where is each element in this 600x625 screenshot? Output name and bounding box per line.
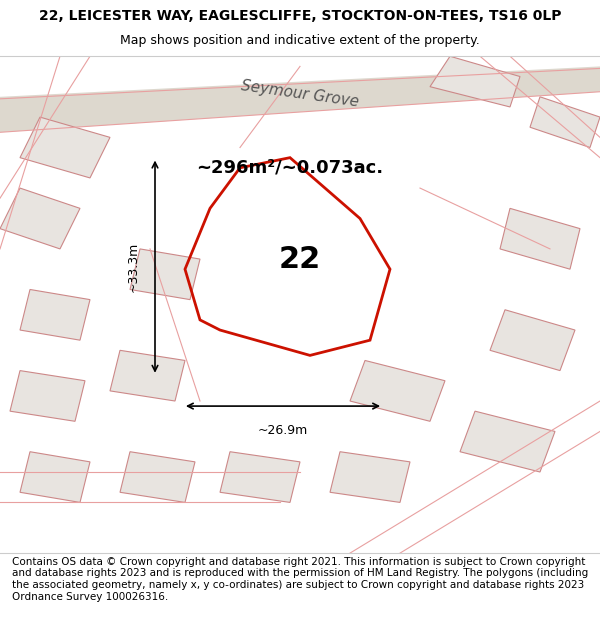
Polygon shape bbox=[500, 208, 580, 269]
Text: 22, LEICESTER WAY, EAGLESCLIFFE, STOCKTON-ON-TEES, TS16 0LP: 22, LEICESTER WAY, EAGLESCLIFFE, STOCKTO… bbox=[39, 9, 561, 22]
Polygon shape bbox=[20, 289, 90, 340]
Polygon shape bbox=[20, 452, 90, 503]
Polygon shape bbox=[130, 249, 200, 299]
Polygon shape bbox=[350, 361, 445, 421]
Text: Map shows position and indicative extent of the property.: Map shows position and indicative extent… bbox=[120, 34, 480, 47]
Polygon shape bbox=[110, 351, 185, 401]
Polygon shape bbox=[460, 411, 555, 472]
Text: Contains OS data © Crown copyright and database right 2021. This information is : Contains OS data © Crown copyright and d… bbox=[12, 557, 588, 601]
Polygon shape bbox=[490, 310, 575, 371]
Polygon shape bbox=[0, 66, 600, 132]
Polygon shape bbox=[330, 452, 410, 503]
Polygon shape bbox=[530, 97, 600, 148]
Polygon shape bbox=[120, 452, 195, 503]
Polygon shape bbox=[220, 452, 300, 503]
Text: ~33.3m: ~33.3m bbox=[127, 241, 140, 292]
Text: ~26.9m: ~26.9m bbox=[258, 424, 308, 438]
Text: 22: 22 bbox=[279, 244, 321, 274]
Polygon shape bbox=[10, 371, 85, 421]
Polygon shape bbox=[0, 188, 80, 249]
Text: Seymour Grove: Seymour Grove bbox=[240, 78, 360, 109]
Polygon shape bbox=[20, 117, 110, 178]
Polygon shape bbox=[430, 56, 520, 107]
Text: ~296m²/~0.073ac.: ~296m²/~0.073ac. bbox=[196, 159, 383, 177]
